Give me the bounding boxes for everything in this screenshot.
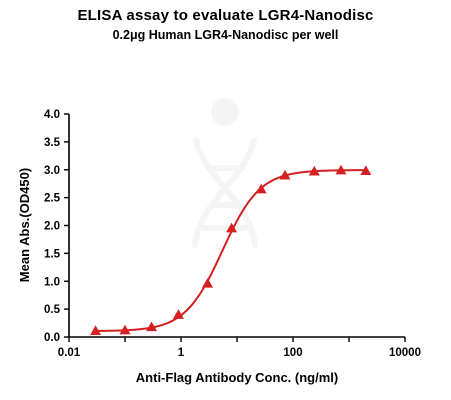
data-point-4: [202, 277, 214, 288]
data-point-0: [90, 325, 102, 335]
data-point-10: [360, 165, 372, 175]
data-points: [90, 164, 372, 335]
chart-title: ELISA assay to evaluate LGR4-Nanodisc: [77, 7, 374, 24]
y-tick-label: 4.0: [44, 109, 60, 121]
x-tick-label: 10000: [389, 347, 421, 359]
fit-curve: [95, 169, 366, 332]
chart-subtitle: 0.2μg Human LGR4-Nanodisc per well: [112, 28, 339, 42]
x-tick-label: 1: [178, 347, 185, 359]
data-point-2: [146, 321, 158, 332]
x-tick-label: 0.01: [58, 347, 81, 359]
watermark-logo: [192, 98, 258, 248]
y-tick-label: 2.5: [44, 193, 61, 205]
y-tick-label: 3.5: [44, 137, 61, 149]
x-ticks: 0.01 1 100 10000: [58, 337, 421, 359]
y-tick-label: 1.5: [44, 248, 61, 260]
data-point-8: [308, 165, 320, 176]
data-point-7: [279, 169, 291, 180]
y-axis-label: Mean Abs.(OD450): [17, 168, 32, 282]
data-point-6: [255, 183, 267, 194]
y-tick-label: 1.0: [44, 276, 60, 288]
data-point-1: [119, 324, 131, 335]
y-tick-label: 0.0: [44, 332, 60, 344]
x-axis-label: Anti-Flag Antibody Conc. (ng/ml): [136, 370, 338, 385]
data-point-5: [226, 222, 238, 233]
y-tick-label: 2.0: [44, 221, 60, 233]
y-tick-label: 3.0: [44, 165, 60, 177]
y-tick-label: 0.5: [44, 304, 61, 316]
y-ticks: 0.0 0.5 1.0 1.5 2.0 2.5 3.0 3.5 4.0: [44, 109, 69, 344]
data-point-9: [335, 164, 347, 175]
x-tick-label: 100: [283, 347, 302, 359]
data-point-3: [172, 309, 184, 319]
